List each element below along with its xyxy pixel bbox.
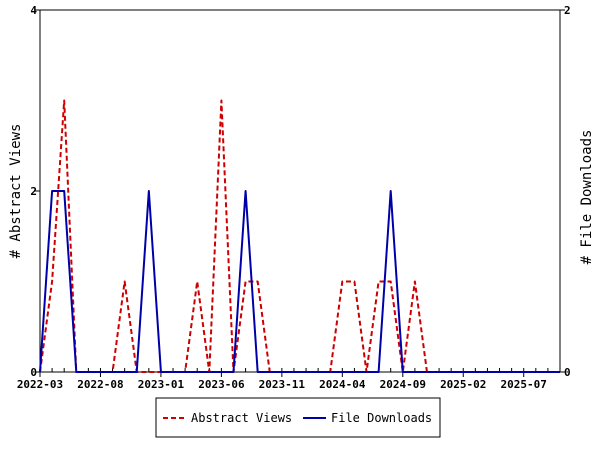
y-right-tick-label: 0	[564, 366, 571, 379]
x-tick-label: 2024-09	[380, 378, 426, 391]
y-left-tick-label: 0	[30, 366, 37, 379]
legend-box	[155, 397, 441, 438]
series-layer	[39, 99, 560, 373]
x-tick-label: 2023-11	[259, 378, 306, 391]
y-left-tick-label: 2	[30, 185, 37, 198]
x-tick-label: 2023-06	[198, 378, 245, 391]
legend: Abstract Views File Downloads	[155, 397, 441, 438]
x-tick-label: 2025-02	[440, 378, 486, 391]
plot-area	[39, 9, 561, 373]
x-tick-label: 2022-03	[17, 378, 63, 391]
x-tick-label: 2023-01	[138, 378, 185, 391]
x-tick-label: 2025-07	[501, 378, 547, 391]
y-left-tick-label: 4	[30, 4, 37, 17]
x-tick-label: 2022-08	[77, 378, 123, 391]
series-line-file-downloads	[39, 190, 560, 373]
x-tick-label: 2024-04	[319, 378, 366, 391]
x-axis-ticks: 2022-03 2022-08 2023-01 2023-06 2023-11 2024-…	[17, 372, 547, 391]
legend-label-file-downloads: File Downloads	[331, 411, 432, 425]
y-right-axis-title: # File Downloads	[579, 130, 595, 265]
y-right-tick-label: 2	[564, 4, 571, 17]
y-axis-ticks: 0 2 4 0 2	[30, 4, 570, 379]
legend-label-abstract-views: Abstract Views	[191, 411, 292, 425]
plot-frame	[39, 9, 561, 373]
y-left-axis-title: # Abstract Views	[8, 124, 24, 259]
